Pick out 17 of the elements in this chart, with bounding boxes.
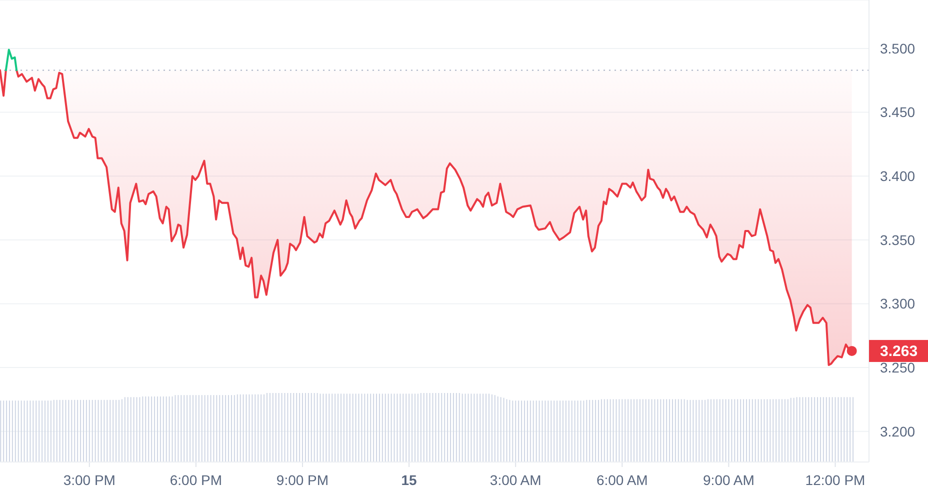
annotation: 3.263 <box>880 343 918 360</box>
x-tick-label: 12:00 PM <box>805 472 866 488</box>
x-tick-label: 6:00 AM <box>596 472 648 488</box>
x-tick-label: 15 <box>401 472 418 488</box>
x-tick-label: 9:00 AM <box>703 472 754 488</box>
y-tick-label: 3.350 <box>880 232 916 248</box>
x-tick-label: 3:00 PM <box>63 472 116 488</box>
y-tick-label: 3.500 <box>880 40 916 56</box>
line-series <box>4 48 18 72</box>
x-tick-label: 9:00 PM <box>276 472 329 488</box>
x-tick-label: 3:00 AM <box>490 472 542 488</box>
y-tick-label: 3.250 <box>880 359 916 376</box>
y-tick-label: 3.200 <box>880 423 916 440</box>
x-tick-label: 6:00 PM <box>170 472 222 488</box>
y-tick-label: 3.300 <box>880 296 916 312</box>
y-tick-label: 3.450 <box>880 104 916 120</box>
y-tick-label: 3.400 <box>880 168 916 184</box>
